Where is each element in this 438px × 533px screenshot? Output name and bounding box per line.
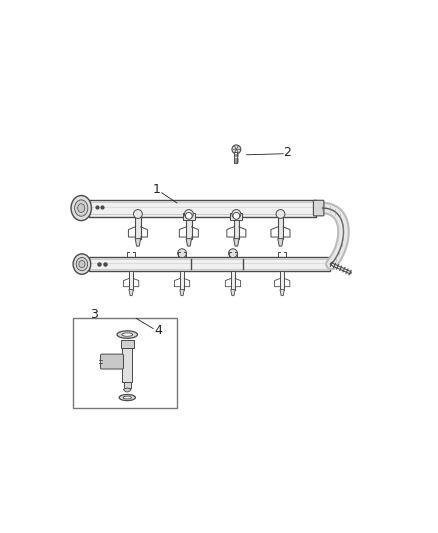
Ellipse shape [78, 204, 85, 213]
Bar [88, 257, 330, 271]
Ellipse shape [71, 196, 92, 221]
Bar [186, 217, 191, 239]
Circle shape [232, 209, 241, 219]
Circle shape [229, 249, 237, 257]
Bar [122, 348, 132, 383]
Ellipse shape [76, 257, 88, 271]
Ellipse shape [74, 200, 88, 216]
Bar [231, 271, 235, 289]
Circle shape [185, 213, 192, 219]
Polygon shape [135, 239, 141, 246]
Polygon shape [180, 289, 184, 296]
Polygon shape [186, 239, 191, 246]
Bar [280, 271, 284, 289]
Circle shape [232, 145, 241, 154]
Text: 4: 4 [154, 324, 162, 337]
Circle shape [233, 213, 240, 219]
Bar [278, 217, 283, 239]
Bar [180, 271, 184, 289]
Bar [121, 340, 134, 348]
FancyBboxPatch shape [314, 200, 324, 216]
Ellipse shape [117, 331, 138, 338]
Polygon shape [231, 289, 235, 296]
Wedge shape [124, 388, 131, 392]
Ellipse shape [119, 394, 135, 401]
Bar [74, 318, 177, 408]
Text: 3: 3 [90, 309, 98, 321]
Text: 1: 1 [153, 183, 160, 196]
Polygon shape [233, 239, 239, 246]
Circle shape [178, 249, 187, 257]
Polygon shape [278, 239, 283, 246]
Bar [124, 382, 131, 388]
Polygon shape [280, 289, 284, 296]
Circle shape [184, 209, 193, 219]
Text: 2: 2 [283, 146, 291, 158]
FancyBboxPatch shape [100, 354, 124, 369]
Bar [230, 213, 243, 220]
Ellipse shape [73, 254, 91, 274]
Bar [88, 199, 316, 216]
Bar [81, 199, 88, 216]
Bar [135, 217, 141, 239]
Bar [82, 257, 88, 271]
Bar [233, 217, 239, 239]
Ellipse shape [123, 396, 131, 399]
Ellipse shape [122, 333, 133, 336]
Circle shape [134, 209, 142, 219]
Circle shape [276, 209, 285, 219]
Polygon shape [129, 289, 133, 296]
Ellipse shape [79, 261, 85, 268]
Bar [129, 271, 133, 289]
Bar [183, 213, 195, 220]
